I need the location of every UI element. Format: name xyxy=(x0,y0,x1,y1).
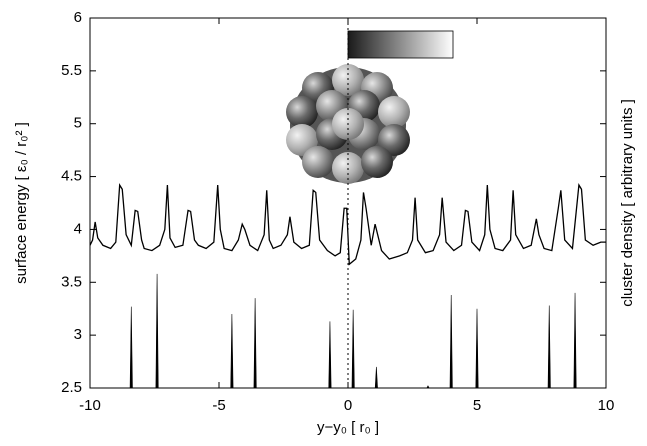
x-tick-label: 5 xyxy=(473,397,481,414)
cluster-illustration xyxy=(286,64,410,184)
y-tick-label: 4 xyxy=(74,220,82,237)
y-tick-label: 4.5 xyxy=(61,168,82,185)
density-spike xyxy=(328,321,332,389)
y-tick-label: 2.5 xyxy=(61,379,82,396)
density-spike xyxy=(253,298,257,389)
y-tick-label: 6 xyxy=(74,9,82,26)
density-spike xyxy=(475,308,479,389)
density-spike xyxy=(426,385,430,389)
density-spike xyxy=(374,366,378,389)
density-spike xyxy=(230,313,234,389)
density-spike xyxy=(155,273,159,389)
colorbar xyxy=(347,30,454,59)
density-spike xyxy=(573,292,577,389)
y-tick-label: 5.5 xyxy=(61,62,82,79)
x-tick-label: -5 xyxy=(212,397,225,414)
density-spike xyxy=(351,309,355,389)
density-spike xyxy=(129,306,133,389)
x-tick-label: 0 xyxy=(344,397,352,414)
y-axis-label: surface energy [ ε₀ / r₀² ] xyxy=(13,122,30,284)
y-tick-label: 3.5 xyxy=(61,273,82,290)
x-tick-label: 10 xyxy=(598,397,615,414)
energy-line xyxy=(89,182,606,266)
density-spike xyxy=(449,294,453,389)
x-axis-label: y−y₀ [ r₀ ] xyxy=(317,419,379,436)
y-tick-label: 3 xyxy=(74,326,82,343)
density-spike xyxy=(547,305,551,389)
x-tick-label: -10 xyxy=(79,397,101,414)
y-tick-label: 5 xyxy=(74,115,82,132)
y2-axis-label: cluster density [ arbitrary units ] xyxy=(619,99,636,307)
